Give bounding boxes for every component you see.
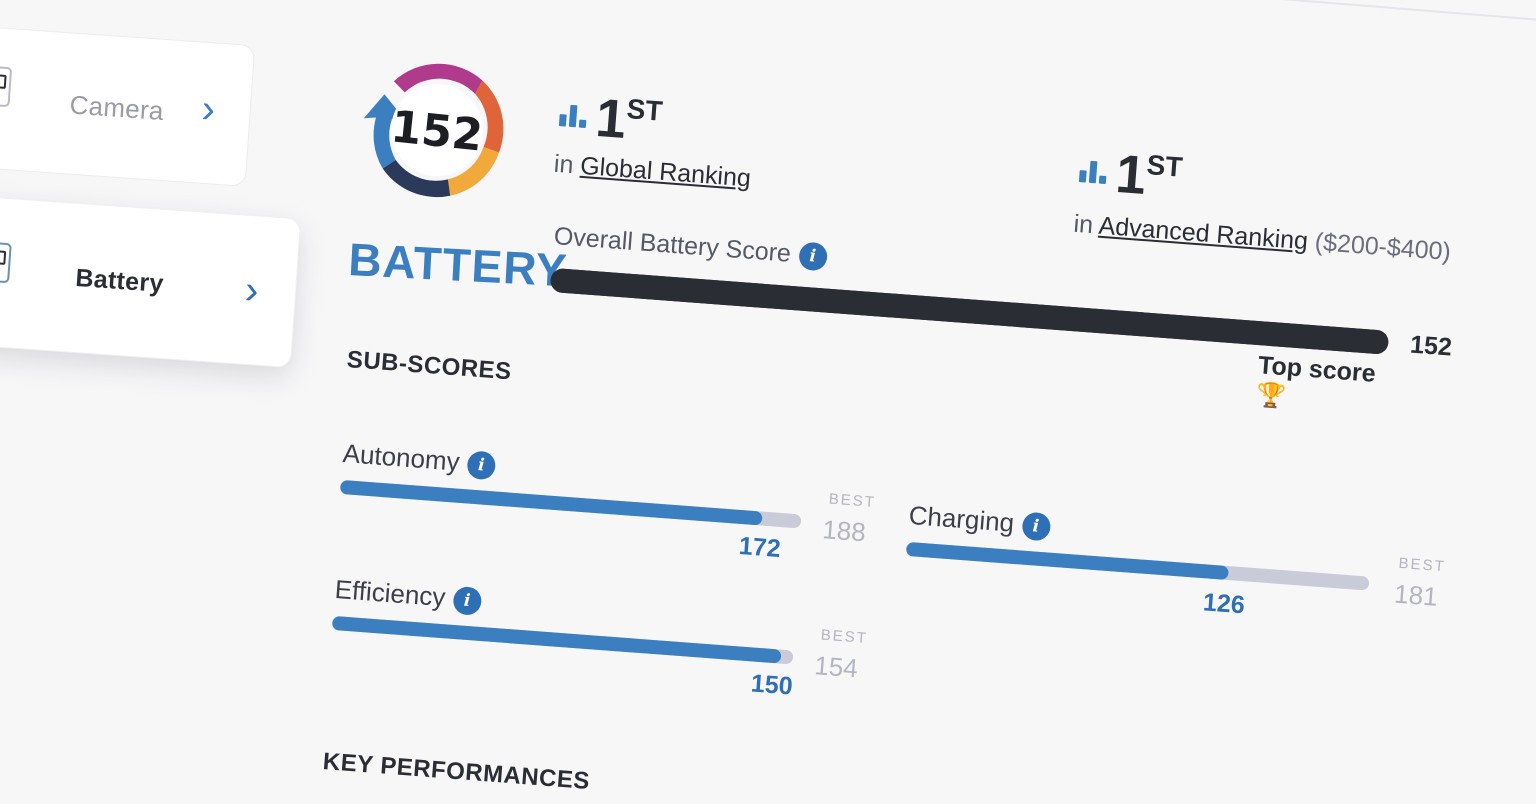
sidebar-item-label: Battery [74,263,165,298]
info-icon[interactable]: i [1020,511,1051,542]
rank-number: 1 [1113,143,1149,206]
best-value: 154 [813,650,859,684]
badge-score: 152 [388,101,485,161]
sidebar-item-battery[interactable]: Battery › [0,196,302,369]
subscore-label: Autonomy [341,438,461,477]
category-title: BATTERY [347,232,569,297]
bar-chart-icon [1077,156,1113,188]
best-label: BEST [828,490,877,512]
subscore-value: 172 [737,531,782,564]
best-value: 188 [821,514,867,548]
chevron-right-icon: › [200,86,217,132]
best-label: BEST [820,626,869,648]
battery-icon [0,241,12,284]
price-range: ($200-$400) [1313,227,1452,267]
global-ranking-link[interactable]: Global Ranking [579,151,752,193]
overall-score-value: 152 [1409,330,1453,362]
info-icon[interactable]: i [466,450,497,481]
subscore-value: 150 [749,669,794,701]
bar-chart-icon [557,100,593,132]
subscores-heading: SUB-SCORES [345,346,513,386]
sidebar-item-camera[interactable]: Camera › [0,26,256,187]
advanced-rank: 1ST in Advanced Ranking ($200-$400) [1073,140,1457,267]
trophy-icon: 🏆 [1255,381,1287,411]
rank-number: 1 [593,87,629,150]
best-label: BEST [1397,554,1447,576]
rank-suffix: ST [1145,149,1184,183]
rank-prefix: in [1072,209,1095,240]
subscore-label: Charging [907,500,1016,538]
info-icon[interactable]: i [797,241,828,272]
advanced-ranking-link[interactable]: Advanced Ranking [1097,211,1310,256]
subscore-value: 126 [1202,588,1246,620]
global-rank: 1ST in Global Ranking [553,84,757,194]
camera-icon [0,65,13,108]
key-performances-heading: KEY PERFORMANCES [321,748,591,795]
info-icon[interactable]: i [452,586,483,617]
battery-score-badge: 152 [363,63,504,198]
subscore-charging: Charging i BEST 181 126 [900,500,1469,682]
overall-score-label: Overall Battery Score [552,222,792,268]
chevron-right-icon: › [243,267,260,313]
best-value: 181 [1393,578,1439,612]
sidebar-item-label: Camera [68,89,165,126]
panel-border [559,0,1536,23]
rank-prefix: in [552,149,575,180]
rank-suffix: ST [625,93,664,127]
